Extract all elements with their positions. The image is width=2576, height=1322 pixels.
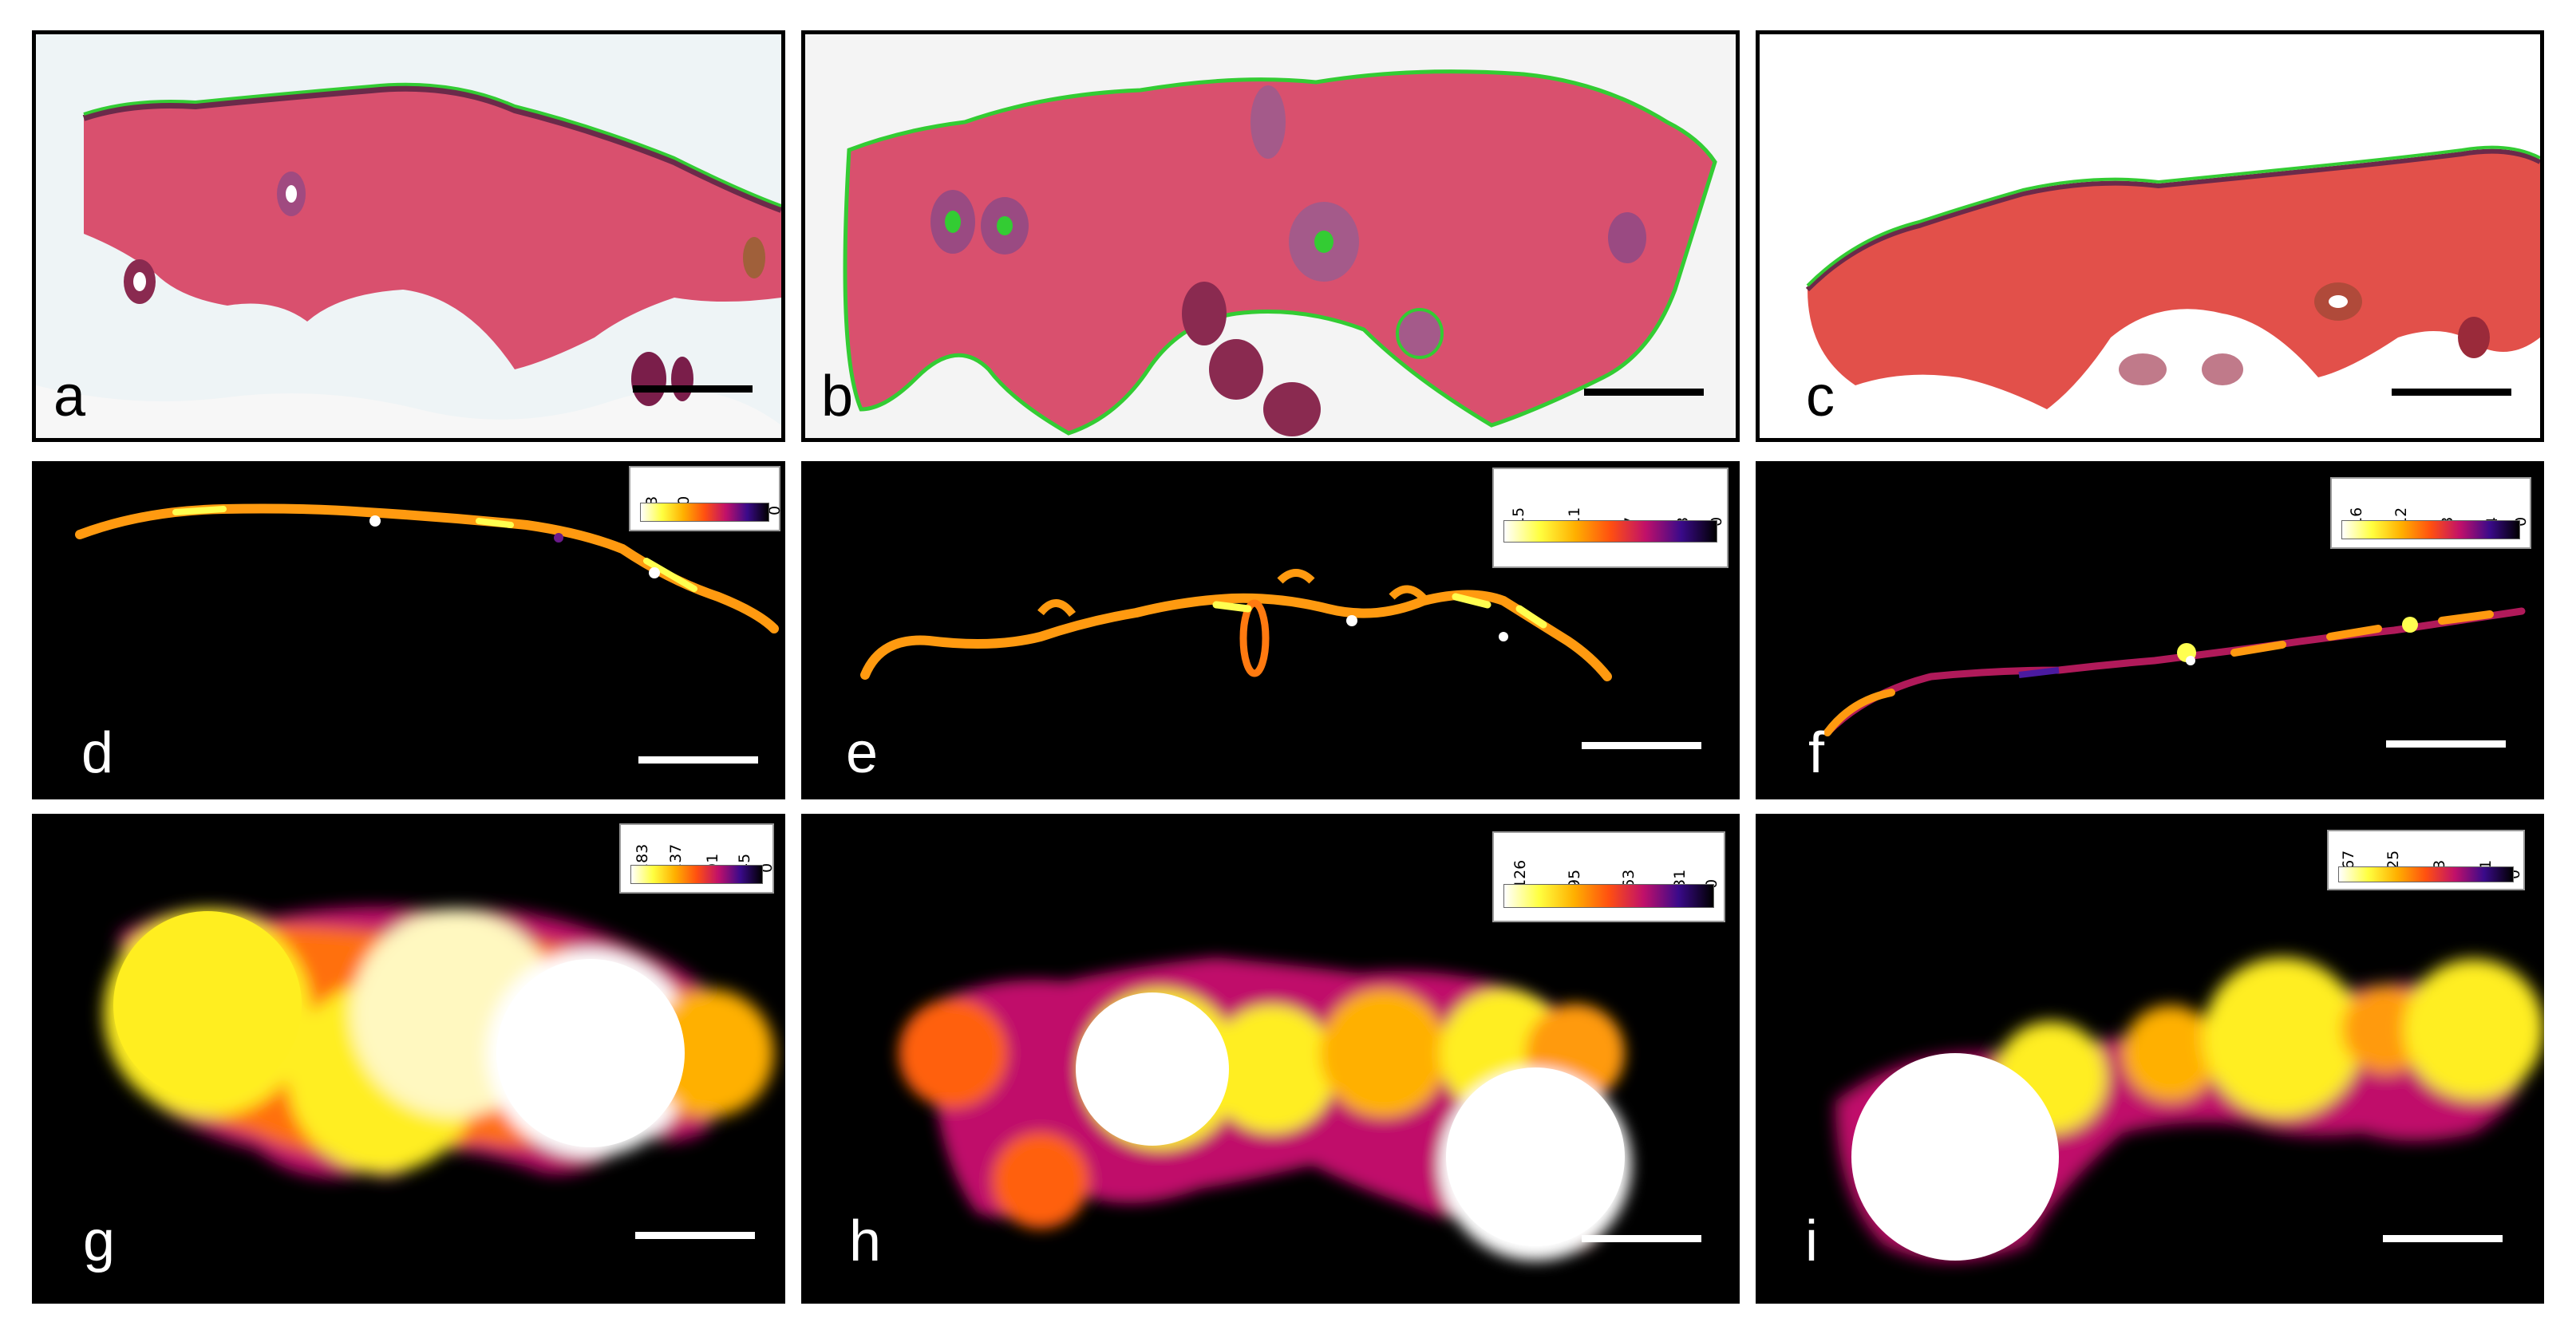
- scale-bar: [1584, 389, 1704, 396]
- panel-c: c: [1756, 30, 2544, 442]
- thickness-map-f: [1823, 607, 2526, 736]
- panel-b: b: [801, 30, 1740, 442]
- scale-bar: [2386, 740, 2506, 748]
- histology-image-c: [1760, 34, 2540, 438]
- scale-bar: [1582, 1235, 1701, 1242]
- colorbar-gradient: [640, 503, 769, 522]
- panel-a: a: [32, 30, 785, 442]
- scale-bar: [2383, 1235, 2503, 1242]
- colorbar-g: 183 137 91 45 0: [619, 823, 776, 894]
- thickness-map-e: [860, 569, 1612, 681]
- panel-label: d: [81, 721, 114, 785]
- scale-bar: [635, 1232, 755, 1239]
- scale-bar: [638, 756, 758, 764]
- panel-f: 16 12 8 4 0 f: [1756, 461, 2544, 799]
- panel-g: 183 137 91 45 0 g: [32, 814, 785, 1304]
- panel-label: e: [846, 721, 879, 785]
- distance-map-i: [1835, 957, 2544, 1261]
- colorbar-gradient: [630, 865, 763, 884]
- colorbar-f: 16 12 8 4 0: [2330, 477, 2531, 549]
- colorbar-gradient: [2341, 520, 2520, 539]
- colorbar-h: 126 95 63 31 0: [1492, 831, 1725, 922]
- colorbar-e: 15 11 7 3 0: [1492, 468, 1729, 568]
- panel-label: h: [849, 1210, 882, 1273]
- panel-h: 126 95 63 31 0 h: [801, 814, 1740, 1304]
- panel-label: a: [53, 365, 86, 428]
- colorbar-d: 13 10 6 3 0: [629, 466, 784, 531]
- panel-label: b: [821, 365, 854, 428]
- colorbar-gradient: [1503, 520, 1717, 543]
- thickness-map-d: [75, 503, 779, 633]
- scale-bar: [1582, 742, 1701, 749]
- colorbar-gradient: [1503, 884, 1714, 908]
- distance-map-g: [104, 906, 774, 1178]
- histology-image-a: [36, 34, 781, 438]
- panel-d: 13 10 6 3 0 d: [32, 461, 785, 799]
- panel-label: f: [1808, 721, 1825, 785]
- panel-label: i: [1805, 1210, 1818, 1273]
- scale-bar: [2392, 389, 2511, 396]
- panel-i: 167 125 83 41 0 i: [1756, 814, 2544, 1304]
- colorbar-i: 167 125 83 41 0: [2327, 830, 2525, 890]
- panel-label: g: [83, 1210, 116, 1273]
- panel-e: 15 11 7 3 0 e: [801, 461, 1740, 799]
- panel-label: c: [1806, 365, 1835, 428]
- colorbar-gradient: [2338, 866, 2514, 882]
- histology-image-b: [805, 34, 1736, 438]
- distance-map-h: [899, 957, 1631, 1261]
- scale-bar: [633, 385, 753, 393]
